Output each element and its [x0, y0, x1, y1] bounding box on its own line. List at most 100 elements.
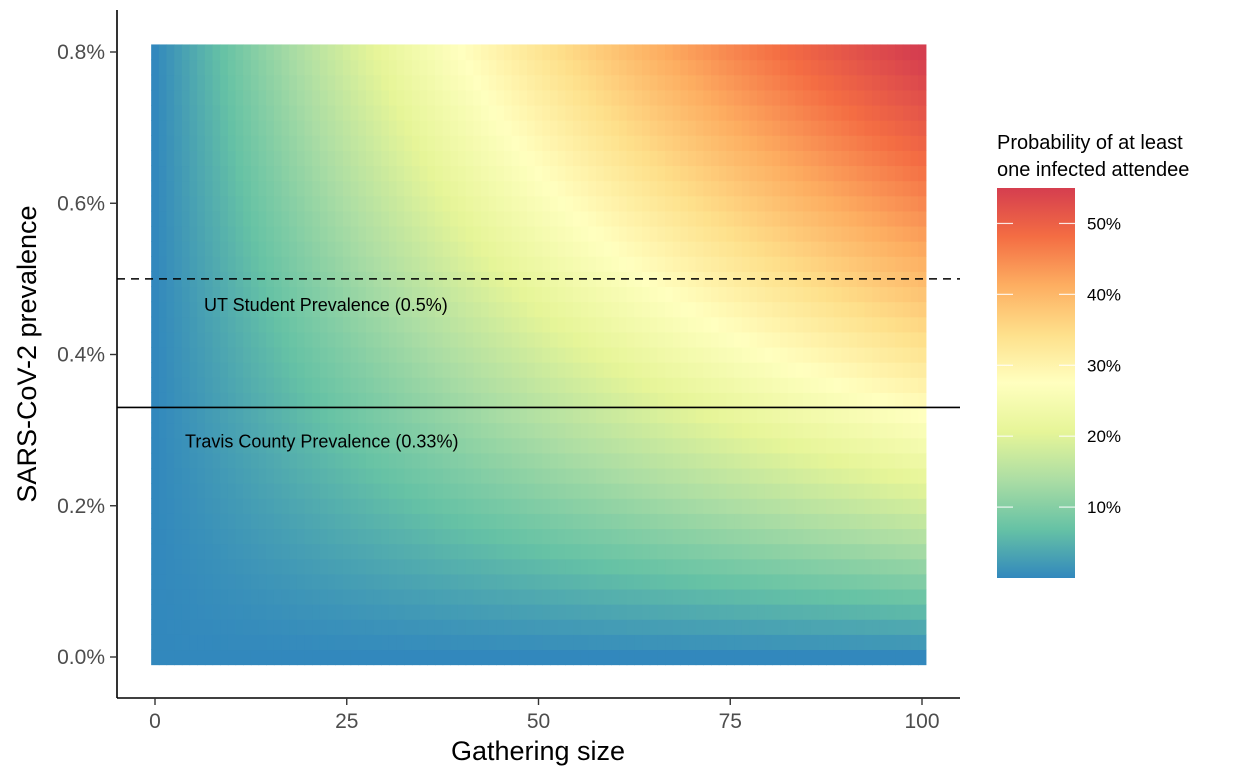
heatmap-cell	[580, 392, 589, 409]
heatmap-cell	[619, 104, 628, 121]
heatmap-cell	[243, 362, 252, 378]
heatmap-cell	[619, 362, 628, 378]
heatmap-cell	[757, 59, 766, 76]
heatmap-cell	[734, 150, 743, 167]
heatmap-cell	[734, 604, 743, 620]
heatmap-cell	[634, 301, 643, 318]
heatmap-cell	[197, 467, 206, 484]
heatmap-cell	[496, 256, 505, 272]
heatmap-cell	[166, 649, 175, 666]
heatmap-cell	[864, 316, 873, 333]
heatmap-cell	[158, 619, 168, 635]
heatmap-cell	[527, 301, 536, 318]
heatmap-cell	[573, 452, 582, 469]
heatmap-cell	[404, 528, 413, 545]
heatmap-cell	[626, 256, 635, 272]
heatmap-cell	[527, 452, 536, 469]
heatmap-cell	[557, 74, 566, 91]
heatmap-cell	[580, 150, 589, 167]
heatmap-cell	[833, 392, 843, 409]
heatmap-cell	[596, 74, 605, 91]
heatmap-cell	[580, 377, 589, 393]
heatmap-cell	[258, 649, 267, 666]
heatmap-cell	[350, 271, 359, 288]
heatmap-cell	[465, 528, 474, 545]
heatmap-cell	[910, 437, 919, 454]
heatmap-cell	[749, 44, 758, 61]
heatmap-cell	[902, 437, 912, 454]
heatmap-cell	[511, 362, 520, 378]
heatmap-cell	[266, 316, 275, 333]
heatmap-cell	[365, 180, 375, 197]
heatmap-cell	[833, 407, 843, 424]
heatmap-cell	[841, 377, 850, 393]
heatmap-cell	[795, 59, 804, 76]
heatmap-cell	[465, 301, 474, 318]
heatmap-cell	[335, 286, 344, 303]
heatmap-cell	[565, 437, 574, 454]
heatmap-cell	[289, 241, 298, 257]
heatmap-cell	[711, 74, 720, 91]
heatmap-cell	[220, 286, 229, 303]
heatmap-cell	[603, 286, 612, 303]
heatmap-cell	[749, 316, 758, 333]
heatmap-cell	[918, 135, 927, 151]
heatmap-cell	[565, 104, 574, 121]
heatmap-cell	[649, 120, 658, 136]
heatmap-cell	[312, 346, 321, 363]
heatmap-cell	[289, 89, 298, 106]
heatmap-cell	[749, 619, 758, 635]
heatmap-cell	[450, 573, 459, 590]
heatmap-cell	[342, 528, 352, 545]
heatmap-cell	[503, 74, 513, 91]
heatmap-cell	[511, 316, 520, 333]
heatmap-cell	[588, 225, 597, 242]
heatmap-cell	[879, 437, 889, 454]
heatmap-cell	[243, 558, 252, 575]
heatmap-cell	[780, 89, 789, 106]
heatmap-cell	[442, 44, 451, 61]
heatmap-cell	[434, 649, 444, 666]
heatmap-cell	[726, 467, 735, 484]
heatmap-cell	[488, 59, 497, 76]
heatmap-cell	[780, 467, 789, 484]
heatmap-cell	[849, 225, 858, 242]
heatmap-cell	[189, 619, 198, 635]
heatmap-cell	[657, 452, 666, 469]
heatmap-cell	[473, 649, 482, 666]
heatmap-cell	[304, 165, 313, 182]
heatmap-cell	[235, 392, 244, 409]
heatmap-cell	[734, 256, 743, 272]
heatmap-cell	[734, 558, 743, 575]
heatmap-cell	[642, 407, 651, 424]
heatmap-cell	[488, 346, 497, 363]
heatmap-cell	[810, 301, 820, 318]
heatmap-cell	[603, 604, 612, 620]
heatmap-cell	[542, 649, 551, 666]
heatmap-cell	[580, 346, 589, 363]
heatmap-cell	[879, 619, 889, 635]
heatmap-cell	[404, 407, 413, 424]
heatmap-cell	[204, 619, 214, 635]
heatmap-cell	[181, 165, 191, 182]
heatmap-cell	[603, 120, 612, 136]
heatmap-cell	[465, 104, 474, 121]
heatmap-cell	[780, 180, 789, 197]
heatmap-cell	[189, 346, 198, 363]
heatmap-cell	[849, 74, 858, 91]
heatmap-cell	[573, 241, 582, 257]
heatmap-cell	[258, 225, 267, 242]
heatmap-cell	[527, 619, 536, 635]
heatmap-cell	[358, 225, 367, 242]
heatmap-cell	[695, 120, 705, 136]
heatmap-cell	[849, 331, 858, 348]
heatmap-cell	[419, 301, 428, 318]
heatmap-cell	[250, 225, 260, 242]
heatmap-cell	[588, 150, 597, 167]
heatmap-cell	[488, 286, 497, 303]
heatmap-cell	[550, 256, 559, 272]
heatmap-cell	[519, 44, 528, 61]
heatmap-cell	[534, 634, 543, 651]
heatmap-cell	[879, 422, 889, 439]
heatmap-cell	[895, 407, 904, 424]
